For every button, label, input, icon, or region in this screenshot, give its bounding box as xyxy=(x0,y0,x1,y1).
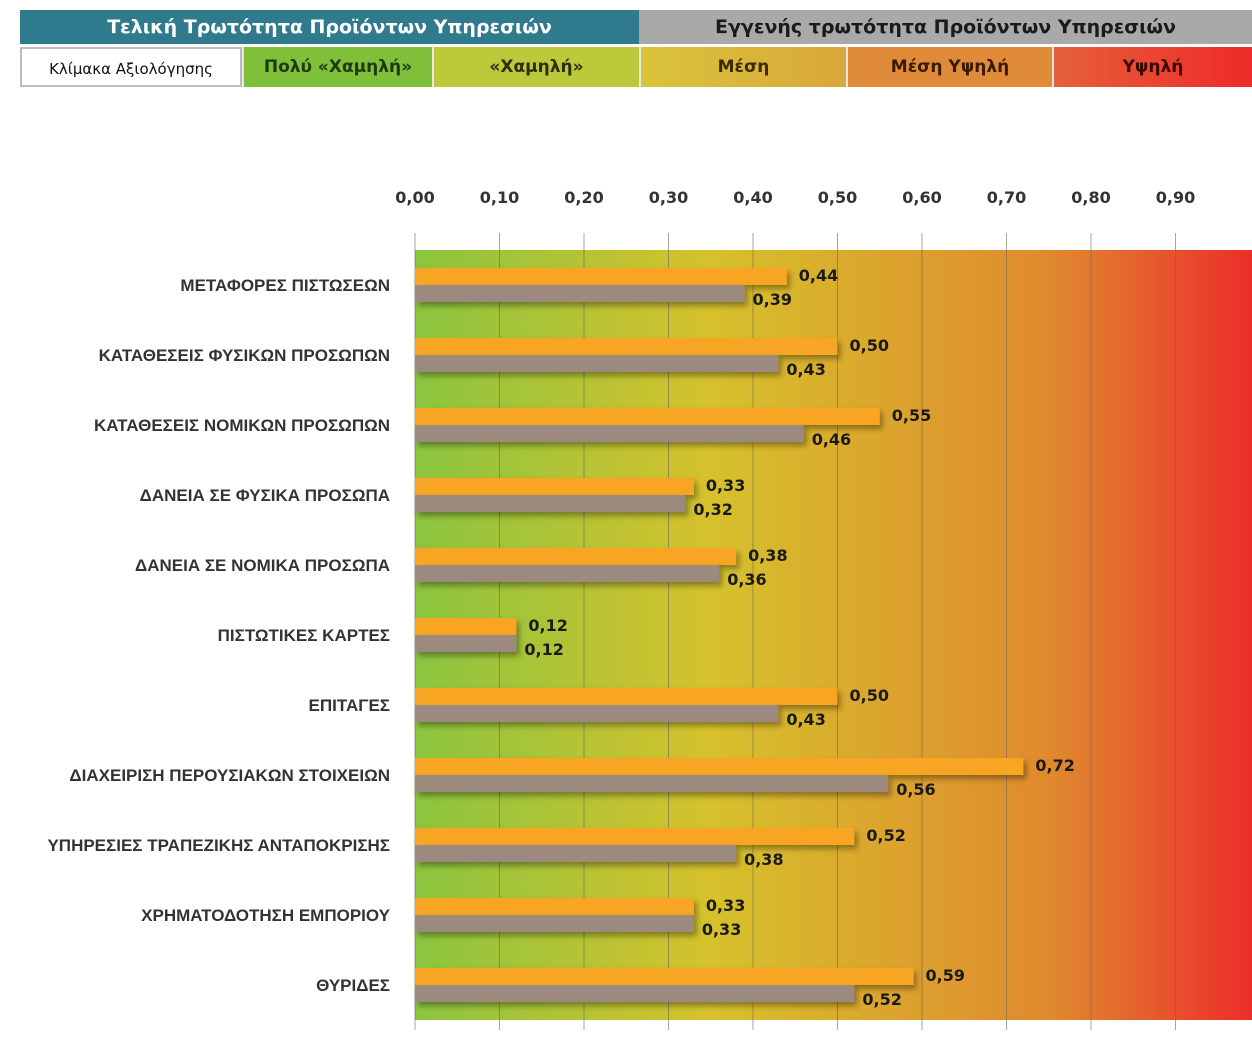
category-label: ΚΑΤΑΘΕΣΕΙΣ ΝΟΜΙΚΩΝ ΠΡΟΣΩΠΩΝ xyxy=(94,416,390,435)
final-vulnerability-title: Τελική Τρωτότητα Προϊόντων Υπηρεσιών xyxy=(20,10,639,44)
bar-final xyxy=(415,285,745,302)
scale-level-low: «Χαμηλή» xyxy=(432,47,639,87)
category-label: ΜΕΤΑΦΟΡΕΣ ΠΙΣΤΩΣΕΩΝ xyxy=(180,276,390,295)
scale-level-high: Υψηλή xyxy=(1052,47,1252,87)
bar-inherent xyxy=(415,898,694,915)
category-label: ΥΠΗΡΕΣΙΕΣ ΤΡΑΠΕΖΙΚΗΣ ΑΝΤΑΠΟΚΡΙΣΗΣ xyxy=(47,836,390,855)
x-tick-label: 0,70 xyxy=(987,188,1026,207)
category-label: ΚΑΤΑΘΕΣΕΙΣ ΦΥΣΙΚΩΝ ΠΡΟΣΩΠΩΝ xyxy=(99,346,390,365)
bar-final xyxy=(415,565,720,582)
bar-final xyxy=(415,985,855,1002)
value-label-inherent: 0,52 xyxy=(866,826,905,845)
bar-inherent xyxy=(415,338,838,355)
x-tick-label: 0,50 xyxy=(818,188,857,207)
value-label-inherent: 0,44 xyxy=(799,266,838,285)
category-label: ΘΥΡΙΔΕΣ xyxy=(316,976,390,995)
rating-scale: Κλίμακα Αξιολόγησης Πολύ «Χαμηλή» «Χαμηλ… xyxy=(20,44,1252,89)
bar-final xyxy=(415,845,737,862)
x-tick-label: 0,10 xyxy=(480,188,519,207)
bar-inherent xyxy=(415,548,737,565)
legend-header: Τελική Τρωτότητα Προϊόντων Υπηρεσιών Εγγ… xyxy=(20,10,1252,44)
scale-level-medium: Μέση xyxy=(639,47,846,87)
bar-inherent xyxy=(415,408,880,425)
bar-inherent xyxy=(415,478,694,495)
category-label: ΔΑΝΕΙΑ ΣΕ ΦΥΣΙΚΑ ΠΡΟΣΩΠΑ xyxy=(140,486,390,505)
value-label-final: 0,46 xyxy=(812,430,851,449)
x-tick-label: 0,60 xyxy=(902,188,941,207)
x-tick-label: 0,30 xyxy=(649,188,688,207)
x-tick-label: 0,80 xyxy=(1071,188,1110,207)
bar-inherent xyxy=(415,758,1024,775)
category-label: ΧΡΗΜΑΤΟΔΟΤΗΣΗ ΕΜΠΟΡΙΟΥ xyxy=(141,906,390,925)
value-label-final: 0,38 xyxy=(744,850,783,869)
bar-final xyxy=(415,635,517,652)
x-tick-label: 0,20 xyxy=(564,188,603,207)
scale-level-very-low: Πολύ «Χαμηλή» xyxy=(242,47,432,87)
inherent-vulnerability-title: Εγγενής τρωτότητα Προϊόντων Υπηρεσιών xyxy=(639,10,1252,44)
value-label-inherent: 0,50 xyxy=(850,336,889,355)
category-label: ΠΙΣΤΩΤΙΚΕΣ ΚΑΡΤΕΣ xyxy=(218,626,390,645)
bar-final xyxy=(415,495,686,512)
scale-level-medium-high: Μέση Υψηλή xyxy=(846,47,1052,87)
value-label-final: 0,43 xyxy=(786,710,825,729)
bar-final xyxy=(415,915,694,932)
value-label-final: 0,52 xyxy=(862,990,901,1009)
bar-final xyxy=(415,705,779,722)
value-label-inherent: 0,59 xyxy=(926,966,965,985)
x-tick-label: 0,90 xyxy=(1156,188,1195,207)
x-tick-label: 0,40 xyxy=(733,188,772,207)
value-label-final: 0,12 xyxy=(524,640,563,659)
bar-inherent xyxy=(415,828,855,845)
bar-final xyxy=(415,775,889,792)
x-tick-label: 0,00 xyxy=(395,188,434,207)
value-label-final: 0,39 xyxy=(753,290,792,309)
category-labels: ΜΕΤΑΦΟΡΕΣ ΠΙΣΤΩΣΕΩΝ ΚΑΤΑΘΕΣΕΙΣ ΦΥΣΙΚΩΝ ΠΡ… xyxy=(47,276,390,995)
bar-inherent xyxy=(415,618,517,635)
category-label: ΔΙΑΧΕΙΡΙΣΗ ΠΕΡΟΥΣΙΑΚΩΝ ΣΤΟΙΧΕΙΩΝ xyxy=(69,766,390,785)
bar-inherent xyxy=(415,968,914,985)
value-label-inherent: 0,33 xyxy=(706,476,745,495)
category-label: ΔΑΝΕΙΑ ΣΕ ΝΟΜΙΚΑ ΠΡΟΣΩΠΑ xyxy=(135,556,390,575)
bar-final xyxy=(415,425,804,442)
value-labels: 0,44 0,39 0,50 0,43 0,55 0,46 0,33 0,32 0,38 0,36… xyxy=(524,266,1074,1009)
x-axis-ticks: 0,00 0,10 0,20 0,30 0,40 0,50 0,60 0,70 0,80 0,90… xyxy=(395,188,1195,207)
bar-final xyxy=(415,355,779,372)
value-label-inherent: 0,55 xyxy=(892,406,931,425)
value-label-inherent: 0,50 xyxy=(850,686,889,705)
value-label-inherent: 0,12 xyxy=(528,616,567,635)
value-label-inherent: 0,33 xyxy=(706,896,745,915)
rating-scale-label: Κλίμακα Αξιολόγησης xyxy=(20,47,242,87)
bars xyxy=(415,268,1024,1002)
value-label-final: 0,43 xyxy=(786,360,825,379)
value-label-final: 0,32 xyxy=(693,500,732,519)
value-label-inherent: 0,72 xyxy=(1035,756,1074,775)
plot-background xyxy=(415,250,1252,1020)
value-label-final: 0,56 xyxy=(896,780,935,799)
value-label-final: 0,36 xyxy=(727,570,766,589)
value-label-final: 0,33 xyxy=(702,920,741,939)
value-label-inherent: 0,38 xyxy=(748,546,787,565)
bar-inherent xyxy=(415,268,787,285)
category-label: ΕΠΙΤΑΓΕΣ xyxy=(309,696,391,715)
bar-inherent xyxy=(415,688,838,705)
